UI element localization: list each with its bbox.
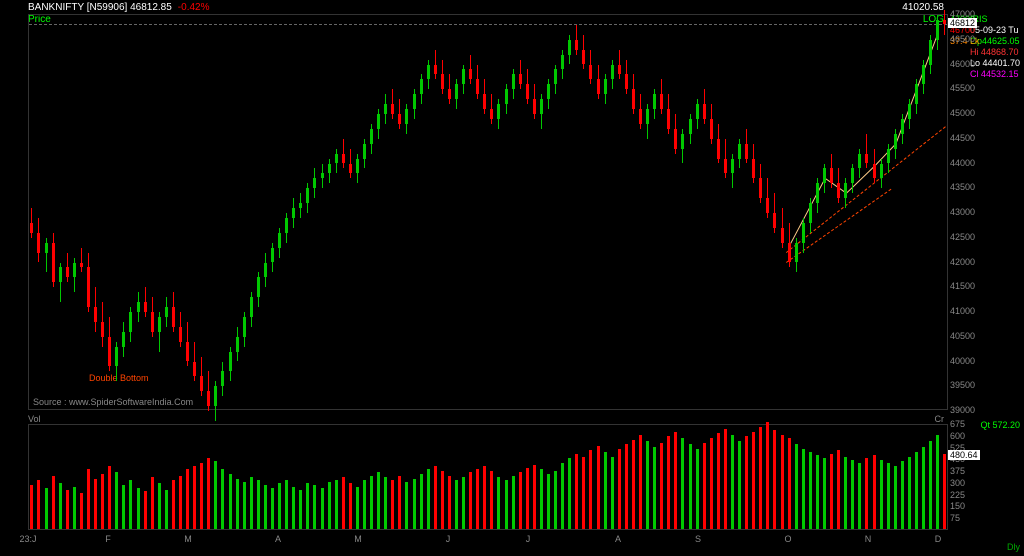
symbol-text: BANKNIFTY [N59906] 46812.85 bbox=[28, 2, 172, 13]
cr-label: Cr bbox=[935, 414, 945, 424]
volume-y-axis: 75150225300375450525600675480.64 bbox=[948, 424, 992, 530]
price-y-axis: 47000 46700 37.4 Lk 39000395004000040500… bbox=[948, 14, 992, 410]
change-text: -0.42% bbox=[178, 2, 210, 13]
topright-value: 41020.58 bbox=[902, 2, 944, 13]
source-text: Source : www.SpiderSoftwareIndia.Com bbox=[33, 397, 193, 407]
volume-chart[interactable] bbox=[28, 424, 948, 530]
chart-header: BANKNIFTY [N59906] 46812.85 -0.42% bbox=[28, 2, 209, 13]
price-chart[interactable]: Double Bottom Source : www.SpiderSoftwar… bbox=[28, 14, 948, 410]
vol-label: Vol bbox=[28, 414, 41, 424]
double-bottom-annotation: Double Bottom bbox=[89, 373, 149, 383]
dly-label: Dly bbox=[1007, 542, 1020, 552]
x-axis: 23:JFMAMJJASOND bbox=[28, 534, 948, 552]
